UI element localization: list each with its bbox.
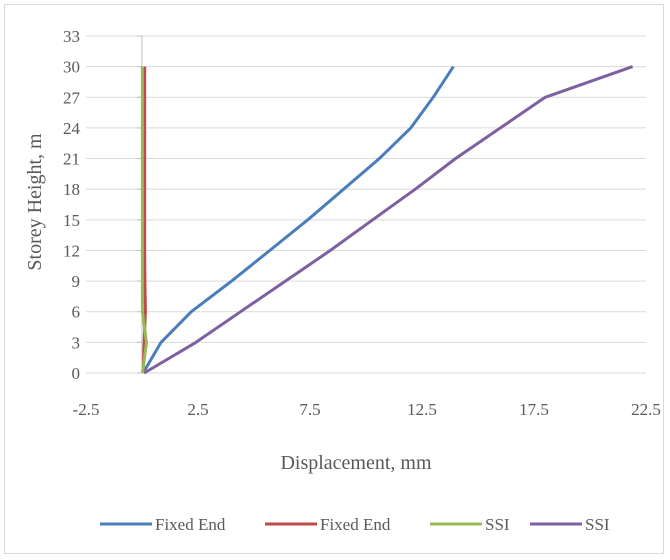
y-tick-label: 0 <box>72 364 81 383</box>
x-tick-label: 2.5 <box>187 400 208 419</box>
y-tick-label: 18 <box>63 180 80 199</box>
series-line-1 <box>141 65 455 374</box>
y-tick-label: 27 <box>63 88 81 107</box>
x-tick-label: 12.5 <box>407 400 437 419</box>
y-tick-label: 33 <box>63 27 80 46</box>
y-tick-label: 24 <box>63 119 81 138</box>
y-tick-label: 3 <box>72 333 81 352</box>
y-axis-title: Storey Height, m <box>24 133 46 271</box>
legend-label: SSI <box>585 515 610 534</box>
x-tick-label: 22.5 <box>631 400 661 419</box>
x-tick-label: 17.5 <box>519 400 549 419</box>
series-lines <box>140 65 634 375</box>
gridlines <box>86 35 646 374</box>
series-line-3 <box>140 66 148 374</box>
y-tick-label: 12 <box>63 241 80 260</box>
legend-label: Fixed End <box>320 515 391 534</box>
x-axis-title: Displacement, mm <box>280 452 432 474</box>
y-tick-label: 21 <box>63 150 80 169</box>
tick-labels: 0 3 6 9 12 15 18 21 24 27 30 33 -2.5 2.5 7.5 12.5 17.5 22… <box>63 27 661 419</box>
x-tick-label: 7.5 <box>299 400 320 419</box>
y-tick-label: 30 <box>63 58 80 77</box>
series-line-4 <box>143 65 634 375</box>
x-tick-label: -2.5 <box>73 400 100 419</box>
y-tick-label: 15 <box>63 211 80 230</box>
legend-label: Fixed End <box>155 515 226 534</box>
legend: Fixed End Fixed End SSI SSI <box>100 515 610 534</box>
legend-label: SSI <box>485 515 510 534</box>
y-tick-label: 6 <box>72 303 81 322</box>
y-tick-label: 9 <box>72 272 81 291</box>
